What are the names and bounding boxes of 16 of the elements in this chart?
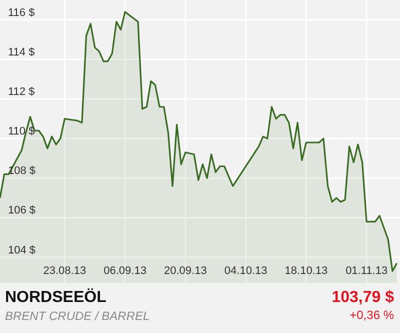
x-tick-label: 20.09.13 — [164, 265, 207, 277]
y-tick-label: 106 $ — [8, 204, 36, 217]
y-tick-label: 116 $ — [8, 6, 35, 19]
y-tick-label: 114 $ — [8, 46, 35, 58]
y-tick-label: 110 $ — [8, 126, 35, 138]
x-tick-label: 18.10.13 — [284, 265, 328, 277]
x-tick-label: 01.11.13 — [346, 265, 388, 277]
text: 103,79 $ — [332, 289, 394, 306]
x-tick-label: 23.08.13 — [43, 265, 86, 277]
text: BRENT CRUDE / BARREL — [5, 309, 150, 323]
text: +0,36 % — [350, 308, 394, 322]
y-tick-label: 104 $ — [8, 244, 36, 256]
x-tick-label: 04.10.13 — [224, 265, 268, 277]
y-tick-label: 112 $ — [8, 86, 35, 98]
text: NORDSEEÖL — [5, 288, 107, 306]
x-tick-label: 06.09.13 — [104, 265, 146, 277]
